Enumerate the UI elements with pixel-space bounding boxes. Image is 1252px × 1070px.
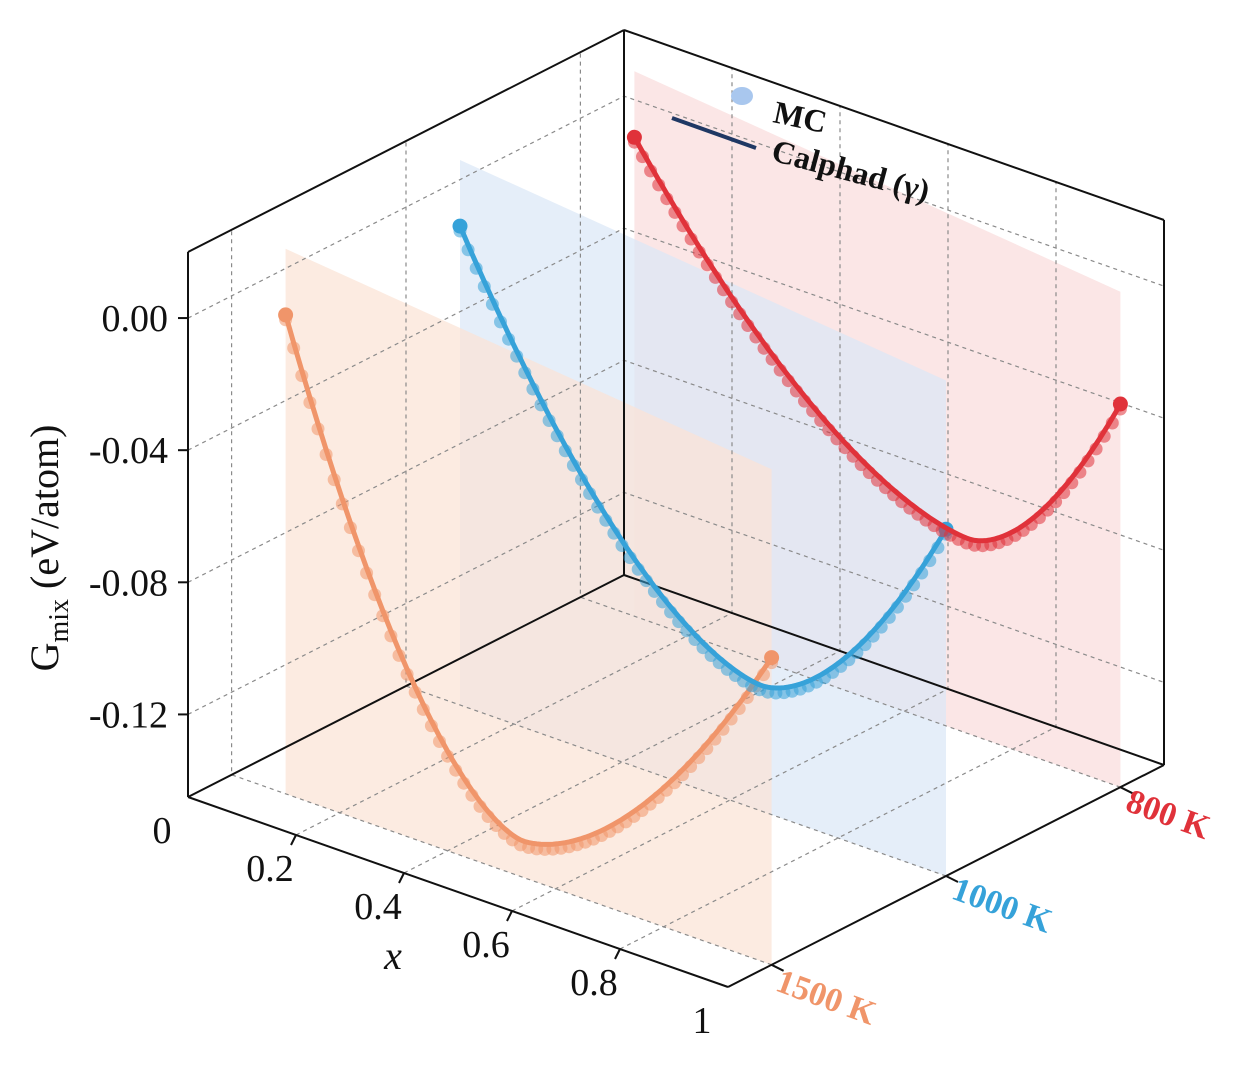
series-1000k [452,218,954,700]
x-tick-mark-3 [506,910,513,922]
x-tick-mark-2 [398,872,405,884]
temp-label-1000k: 1000 K [947,871,1057,941]
y-tick-label-0: 0.00 [102,298,169,340]
curve-end-point [764,650,780,666]
y-axis-title-unit: (eV/atom) [22,425,67,599]
x-axis-title: x [383,933,402,978]
y-axis-title-main: G [22,643,67,672]
temp-label-800k: 800 K [1121,783,1215,847]
box-edge-1 [187,574,625,798]
temperature-planes [285,71,1121,965]
curve-start-point [278,307,294,323]
curve-start-point [626,129,642,145]
legend-calphad-line [671,116,757,150]
y-axis-title-sub: mix [44,599,75,643]
tick-labels: 0.00 -0.04 -0.08 -0.12 0 0.2 0.4 0.6 0.8 1 [89,298,1133,1042]
y-axis-title: Gmix (eV/atom) [22,425,75,672]
box-edge-5 [623,29,1165,221]
x-tick-label-5: 1 [693,1000,712,1042]
x-tick-mark-4 [614,948,621,960]
series-800k [626,129,1128,553]
x-tick-label-4: 0.8 [570,962,618,1004]
temp-label-1500k: 1500 K [771,963,881,1033]
y-tick-label-1: -0.04 [89,430,168,472]
box-edge-0 [187,796,729,988]
depth-tick-mark-2 [1119,786,1133,795]
series-layer [278,129,1128,856]
x-tick-label-1: 0.2 [246,848,294,890]
x-tick-mark-1 [290,834,297,846]
plane-1500k [285,248,772,965]
series-1500k [278,307,780,856]
curve-start-point [452,218,468,234]
x-tick-label-3: 0.6 [462,924,510,966]
box-edge-3 [187,29,625,253]
y-tick-label-2: -0.08 [89,562,168,604]
calphad-curve [631,134,1123,544]
calphad-curve [457,223,949,691]
legend-mc-marker [731,87,753,105]
curve-end-point [1112,396,1128,412]
y-tick-label-3: -0.12 [89,694,168,736]
calphad-curve [283,312,775,847]
box-edge-7 [623,574,1165,766]
depth-tick-mark-1 [945,875,959,883]
x-tick-label-2: 0.4 [354,886,402,928]
x-tick-label-0: 0 [153,810,172,852]
depth-tick-mark-0 [771,963,785,972]
axis-box [187,29,1165,988]
